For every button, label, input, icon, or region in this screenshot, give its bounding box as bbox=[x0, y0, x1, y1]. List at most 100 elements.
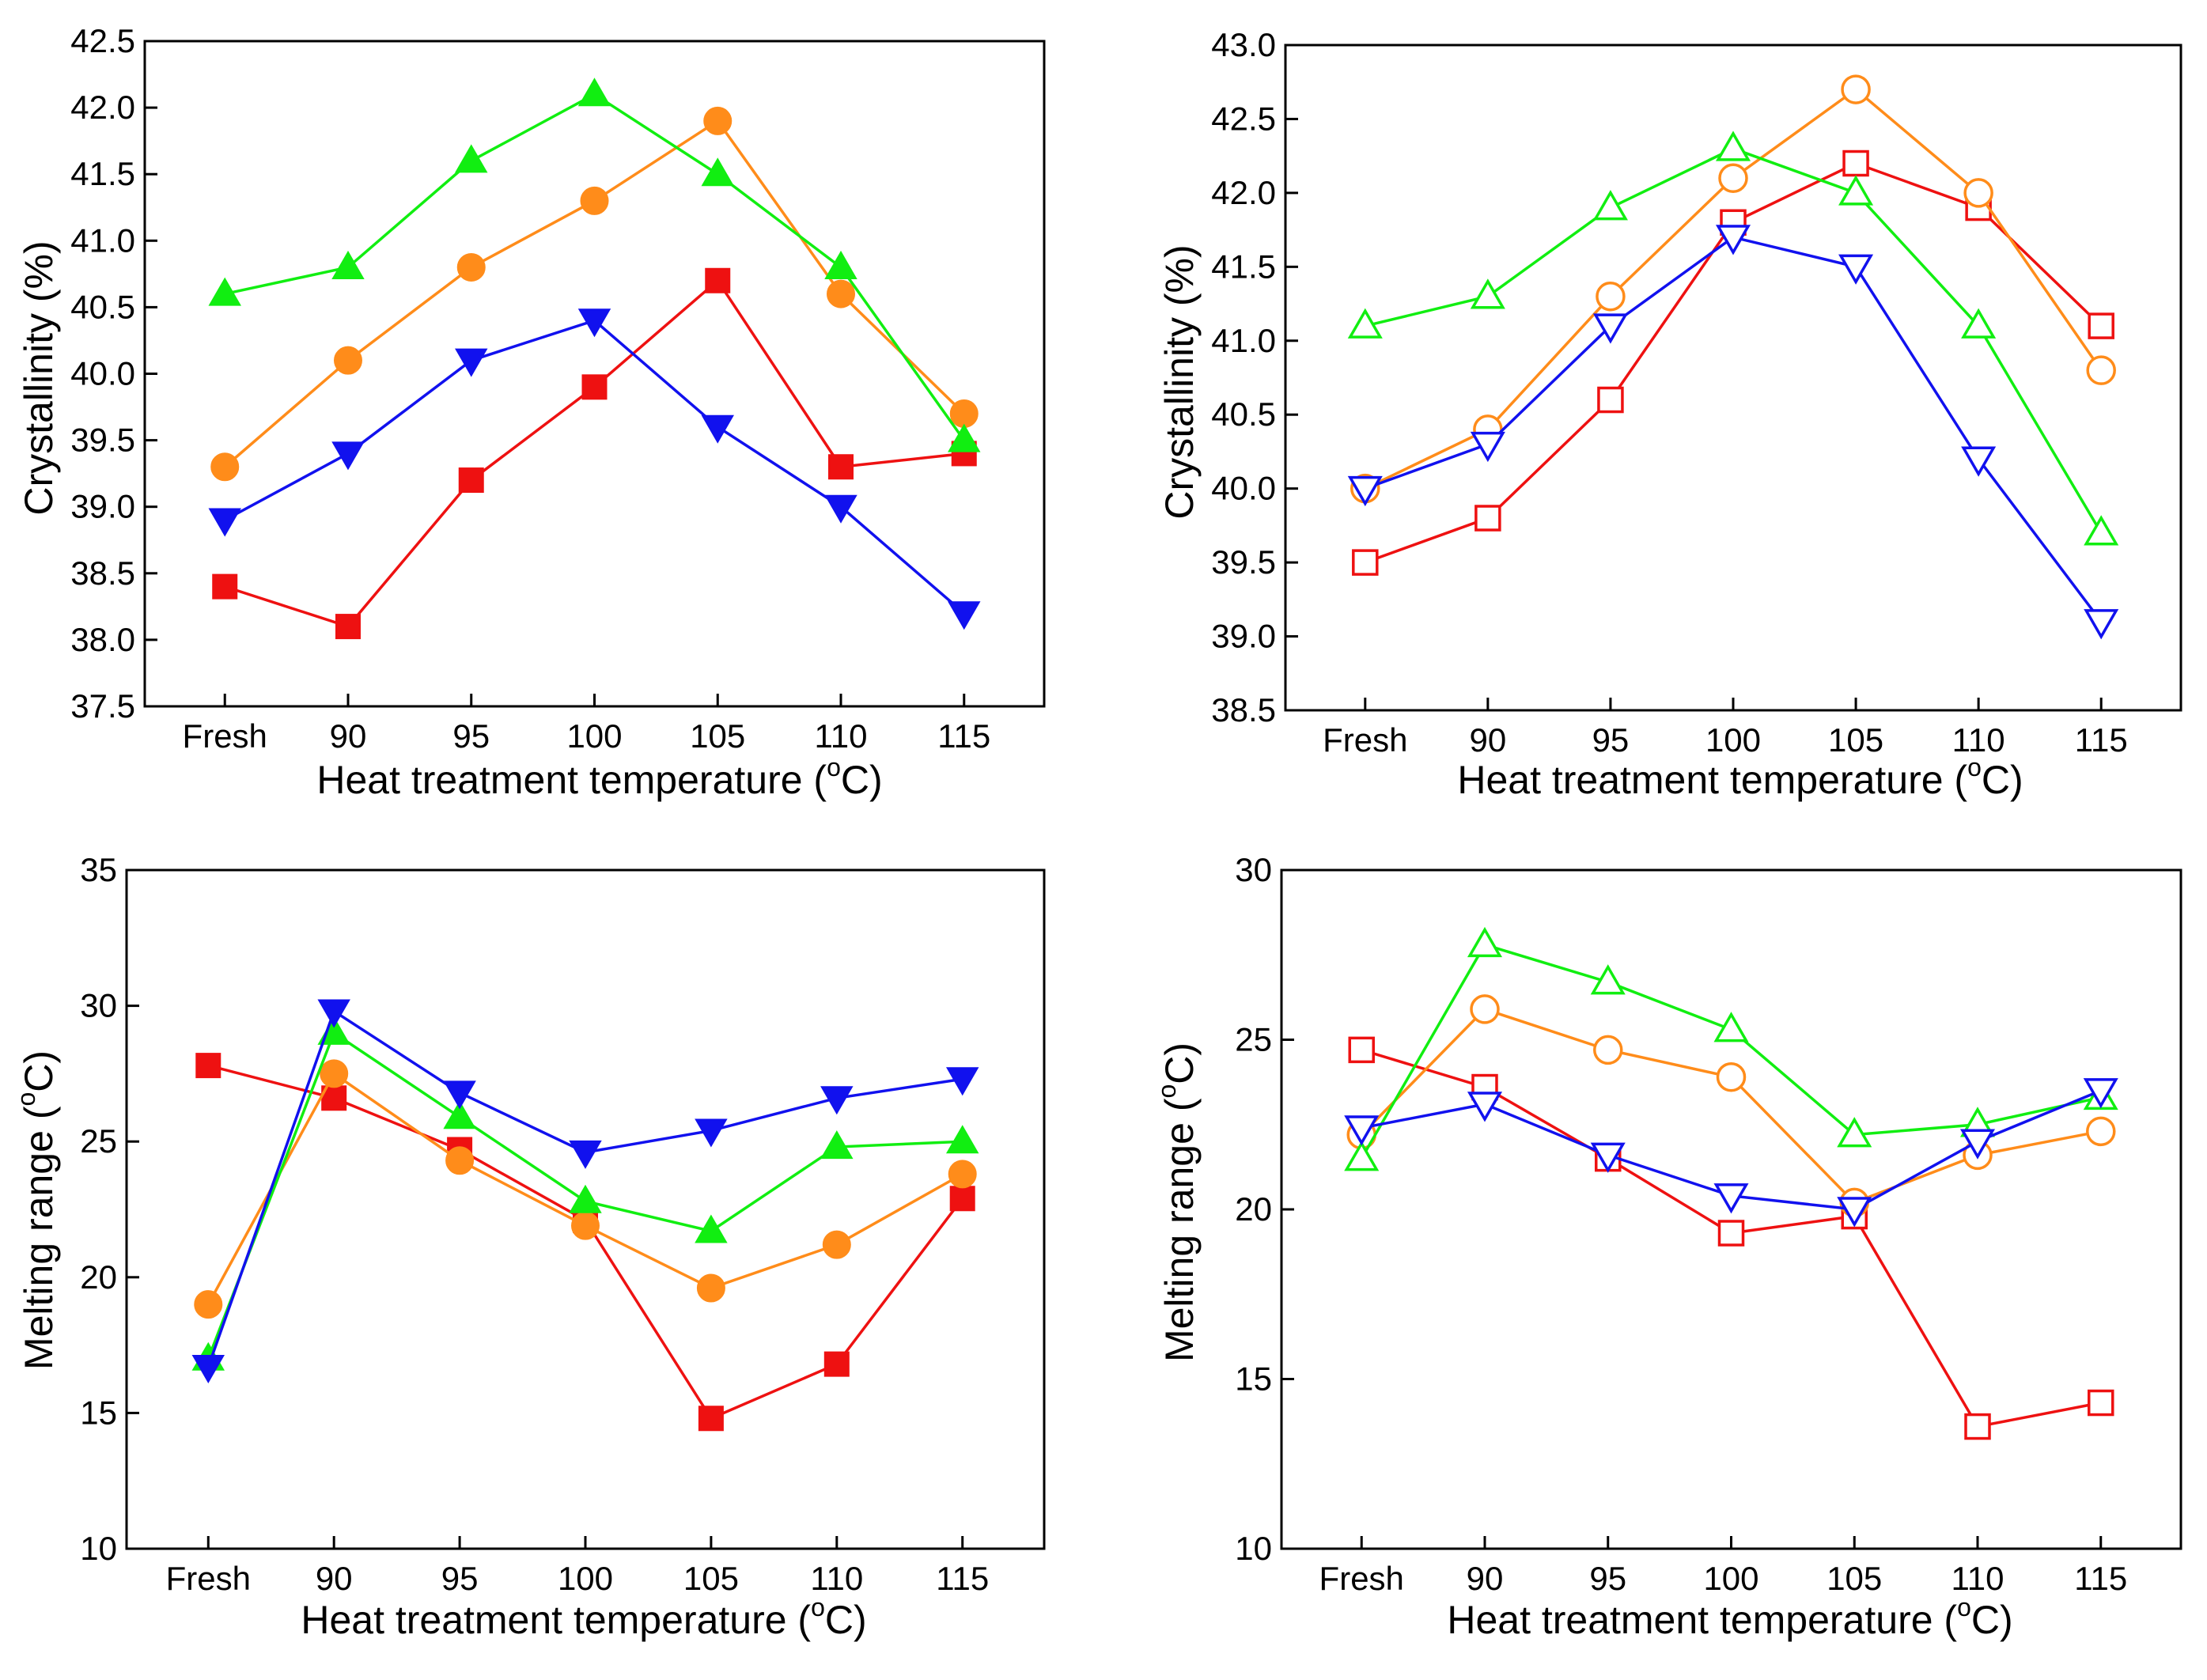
panel-0-blue-triangle-down-point bbox=[701, 414, 734, 444]
panel-0-y-tick-label: 42.0 bbox=[70, 89, 135, 126]
panel-0-green-triangle-up-point bbox=[455, 144, 488, 173]
panel-1-x-tick-label: 110 bbox=[1952, 721, 2005, 759]
panel-0-orange-circle-point bbox=[210, 452, 240, 482]
panel-2-y-tick-label: 30 bbox=[80, 987, 117, 1024]
panel-2-series-orange-circle bbox=[194, 1059, 977, 1319]
panel-2-orange-circle-point bbox=[320, 1059, 349, 1088]
panel-3-blue-triangle-down-point bbox=[1344, 1115, 1380, 1146]
panel-2-x-axis-label: Heat treatment temperature (oC) bbox=[301, 1593, 866, 1642]
panel-3-x-tick-label: 95 bbox=[1589, 1560, 1626, 1597]
panel-0-x-tick-label: 100 bbox=[566, 717, 622, 755]
panel-3-green-triangle-up-point bbox=[1344, 1141, 1380, 1171]
panel-3-blue-triangle-down-point bbox=[1590, 1142, 1626, 1173]
panel-3-y-tick-label: 25 bbox=[1235, 1021, 1272, 1058]
panel-0-red-square-point bbox=[705, 267, 731, 293]
panel-0-y-tick-label: 42.5 bbox=[70, 22, 135, 59]
panel-2-red-square-point bbox=[949, 1186, 975, 1212]
panel-2-series-green-triangle-up bbox=[191, 1016, 979, 1371]
panel-2-green-triangle-up-point bbox=[820, 1130, 854, 1160]
panel-1-x-axis-label: Heat treatment temperature (oC) bbox=[1457, 753, 2023, 802]
panel-2-x-tick-label: 90 bbox=[316, 1560, 353, 1597]
panel-2-x-tick-label: 115 bbox=[936, 1560, 989, 1597]
panel-1-x-tick-label: Fresh bbox=[1323, 721, 1407, 759]
panel-1-blue-triangle-down-point bbox=[2084, 609, 2119, 640]
panel-2-orange-circle-point bbox=[445, 1146, 475, 1175]
panel-3-blue-triangle-down-point bbox=[1713, 1183, 1749, 1214]
panel-0-series-red-square bbox=[212, 267, 977, 640]
panel-0-orange-circle-point bbox=[827, 279, 856, 308]
panel-2-x-tick-label: 100 bbox=[558, 1560, 613, 1597]
panel-2-y-tick-label: 20 bbox=[80, 1258, 117, 1296]
panel-3-x-tick-label: 115 bbox=[2074, 1560, 2127, 1597]
panel-3-y-tick-label: 10 bbox=[1235, 1530, 1272, 1567]
panel-1-green-triangle-up-point bbox=[1961, 308, 1997, 339]
panel-0-blue-triangle-down-point bbox=[331, 441, 365, 471]
panel-1-red-square-point bbox=[2088, 312, 2114, 339]
panel-1-y-tick-label: 39.5 bbox=[1211, 543, 1276, 581]
panel-3-red-square-point bbox=[2088, 1389, 2114, 1417]
panel-2-series-blue-triangle-down bbox=[191, 999, 979, 1384]
panel-2-y-tick-label: 15 bbox=[80, 1394, 117, 1431]
panel-0-orange-circle-point bbox=[703, 106, 733, 135]
panel-1-y-tick-label: 40.0 bbox=[1211, 470, 1276, 507]
panel-1-orange-circle-point bbox=[1596, 281, 1626, 312]
panel-1-y-tick-label: 41.5 bbox=[1211, 248, 1276, 285]
panel-3-x-tick-label: Fresh bbox=[1319, 1560, 1404, 1597]
panel-2-y-tick-label: 10 bbox=[80, 1530, 117, 1567]
panel-0-y-tick-label: 37.5 bbox=[70, 687, 135, 725]
panel-2-x-tick-label: 95 bbox=[441, 1560, 479, 1597]
panel-0-blue-triangle-down-point bbox=[577, 308, 611, 338]
panel-3-blue-triangle-down-point bbox=[1467, 1092, 1503, 1122]
panel-0-x-tick-label: Fresh bbox=[183, 717, 267, 755]
panel-3-green-triangle-up-point bbox=[1467, 926, 1503, 958]
panel-1-y-tick-label: 39.0 bbox=[1211, 618, 1276, 655]
panel-2-blue-triangle-down-point bbox=[945, 1067, 979, 1096]
panel-0-series-green-triangle-up bbox=[208, 78, 981, 452]
panel-2-x-tick-label: 105 bbox=[683, 1560, 739, 1597]
panel-2-red-square-point bbox=[698, 1406, 724, 1432]
panel-1-red-square-point bbox=[1474, 505, 1501, 532]
panel-1-orange-circle-point bbox=[1718, 163, 1748, 193]
panel-0-y-tick-label: 38.5 bbox=[70, 554, 135, 592]
panel-bottom-left-melting-range: Heat treatment temperature (oC) Melting … bbox=[12, 851, 1046, 1642]
panel-0-series-blue-triangle-down bbox=[208, 308, 981, 630]
panel-0-y-tick-label: 41.0 bbox=[70, 221, 135, 259]
panel-0-blue-triangle-down-point bbox=[208, 508, 241, 537]
panel-0-green-triangle-up-point bbox=[701, 157, 734, 187]
panel-1-x-tick-label: 105 bbox=[1828, 721, 1883, 759]
panel-0-x-tick-label: 105 bbox=[690, 717, 745, 755]
panel-2-y-axis-label: Melting range (oC) bbox=[12, 1050, 61, 1370]
panel-2-red-square-point bbox=[195, 1053, 221, 1079]
panel-1-green-triangle-up-point bbox=[1470, 278, 1505, 309]
panel-2-blue-triangle-down-point bbox=[820, 1086, 854, 1115]
panel-2-green-triangle-up-point bbox=[945, 1125, 979, 1154]
panel-top-left-crystallinity: Heat treatment temperature (oC) Crystall… bbox=[17, 22, 1046, 802]
panel-0-green-triangle-up-point bbox=[331, 250, 365, 279]
panel-2-orange-circle-point bbox=[194, 1290, 223, 1319]
panel-0-orange-circle-point bbox=[333, 346, 362, 375]
panel-1-green-triangle-up-point bbox=[1838, 175, 1874, 206]
panel-1-blue-triangle-down-point bbox=[1592, 313, 1628, 344]
panel-1-blue-triangle-down-point bbox=[1470, 431, 1505, 463]
panel-3-green-triangle-up-point bbox=[1713, 1012, 1749, 1042]
panel-3-y-axis-label: Melting range (oC) bbox=[1153, 1042, 1202, 1362]
panel-0-y-tick-label: 41.5 bbox=[70, 155, 135, 192]
panel-0-blue-triangle-down-point bbox=[824, 494, 857, 524]
panel-1-series-green-triangle-up bbox=[1347, 131, 2119, 546]
panel-2-green-triangle-up-point bbox=[569, 1184, 602, 1213]
panel-0-green-triangle-up-point bbox=[208, 277, 241, 306]
panel-0-series-orange-circle bbox=[210, 106, 979, 482]
panel-1-green-triangle-up-point bbox=[1715, 131, 1751, 161]
panel-3-y-tick-label: 30 bbox=[1235, 851, 1272, 888]
panel-3-orange-circle-point bbox=[1470, 994, 1500, 1024]
panel-3-blue-triangle-down-point bbox=[1959, 1129, 1996, 1160]
panel-0-red-square-point bbox=[828, 454, 854, 480]
panel-0-y-tick-label: 38.0 bbox=[70, 621, 135, 658]
panel-2-orange-circle-point bbox=[571, 1211, 600, 1240]
panel-3-series-red-square bbox=[1348, 1036, 2114, 1440]
panel-0-plot-frame bbox=[143, 40, 1046, 708]
panel-1-blue-triangle-down-point bbox=[1961, 446, 1997, 477]
panel-0-y-tick-label: 40.5 bbox=[70, 288, 135, 325]
panel-top-right-crystallinity: Heat treatment temperature (oC) Crystall… bbox=[1157, 26, 2182, 802]
